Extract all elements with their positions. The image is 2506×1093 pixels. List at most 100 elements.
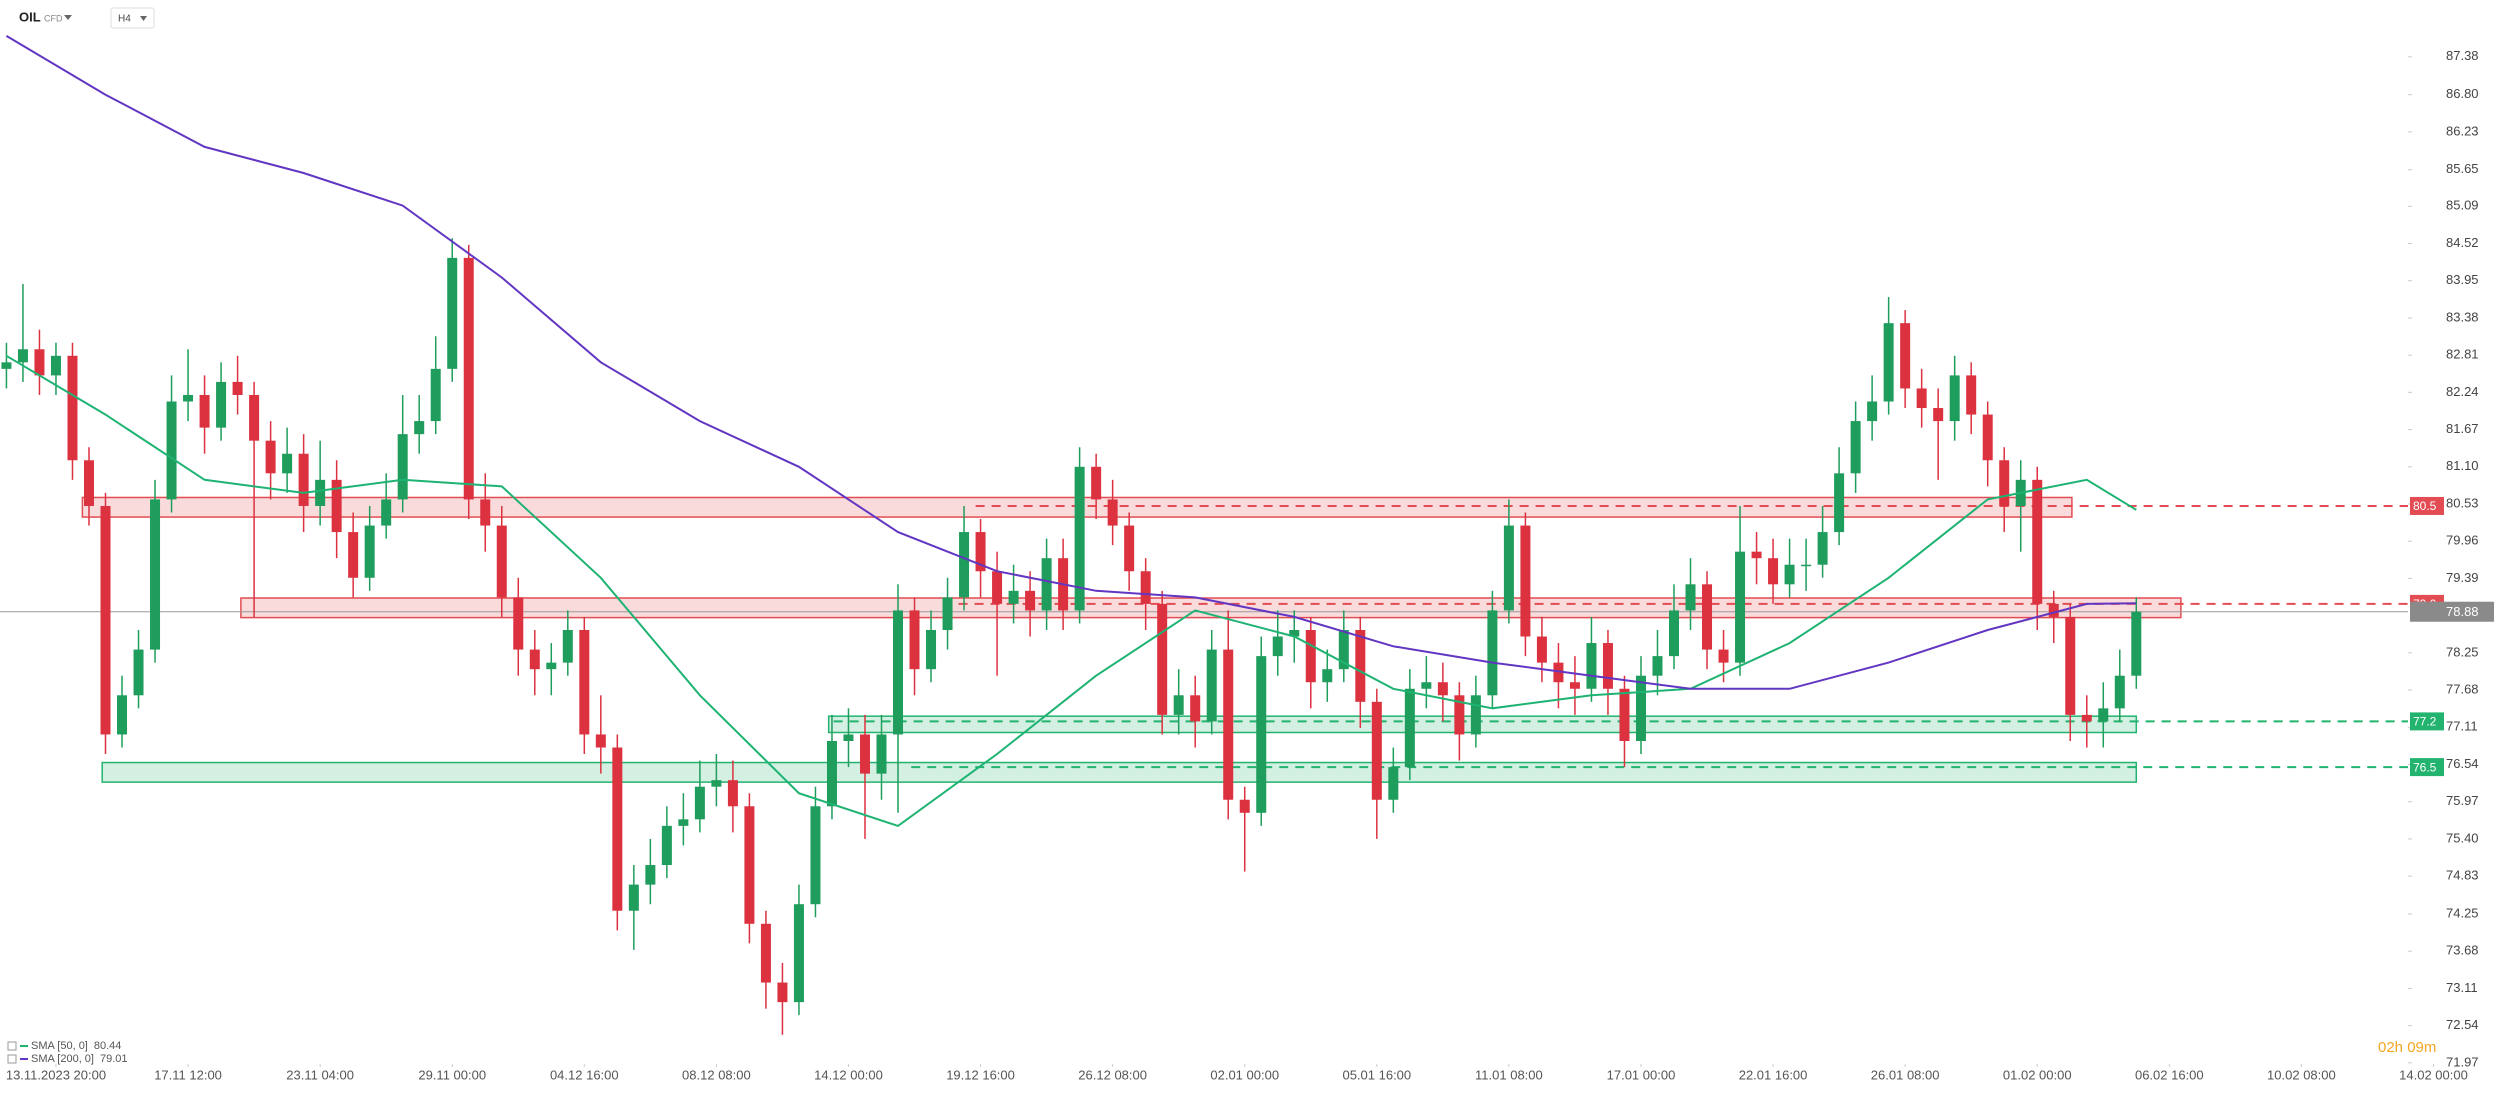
sma-line — [5, 354, 2137, 828]
candle-body — [1768, 558, 1779, 585]
x-tick-label: 06.02 16:00 — [2135, 1067, 2204, 1082]
x-tick-label: 11.01 08:00 — [1475, 1067, 1543, 1082]
candle-body — [2032, 479, 2043, 604]
symbol[interactable]: OIL — [19, 9, 41, 24]
y-tick-label: 80.53 — [2446, 495, 2479, 510]
legend-icon — [7, 1054, 17, 1064]
candle-body — [760, 923, 771, 983]
candle-body — [1834, 473, 1845, 533]
level-label: 80.5 — [2413, 499, 2437, 513]
x-tick-label: 02.01 00:00 — [1210, 1067, 1279, 1082]
candle-body — [793, 904, 804, 1003]
candle-body — [595, 734, 606, 748]
candle-body — [117, 695, 128, 735]
y-tick-label: 81.67 — [2446, 421, 2479, 436]
candle-body — [1338, 630, 1349, 670]
legend-name: SMA [50, 0] — [31, 1040, 88, 1052]
legend-name: SMA [200, 0] — [31, 1053, 94, 1065]
candle-body — [2098, 708, 2109, 722]
candle-body — [1503, 525, 1514, 611]
candle-body — [1421, 682, 1432, 689]
sma-line — [5, 35, 2137, 690]
x-tick-label: 17.01 00:00 — [1607, 1067, 1676, 1082]
instrument-type: CFD — [44, 13, 63, 23]
x-tick-label: 05.01 16:00 — [1342, 1067, 1411, 1082]
candle-body — [992, 571, 1003, 604]
candle-body — [100, 505, 111, 735]
candle-body — [678, 819, 689, 826]
x-tick-label: 04.12 16:00 — [550, 1067, 619, 1082]
candle-body — [216, 381, 227, 428]
interval-dropdown[interactable] — [140, 16, 147, 21]
last-price-tag — [2410, 601, 2494, 622]
candle-body — [1586, 643, 1597, 689]
x-tick-label: 26.01 08:00 — [1871, 1067, 1940, 1082]
candle-body — [1966, 375, 1977, 415]
x-tick-label: 26.12 08:00 — [1078, 1067, 1147, 1082]
candle-body — [1091, 466, 1102, 500]
candle-body — [826, 740, 837, 807]
candle-body — [1107, 499, 1118, 526]
y-tick-label: 72.54 — [2446, 1017, 2479, 1032]
candle-body — [1256, 656, 1267, 813]
candle-body — [183, 394, 194, 402]
candle-body — [1157, 603, 1168, 715]
candle-body — [909, 610, 920, 670]
y-tick-label: 78.25 — [2446, 644, 2479, 659]
zone — [827, 715, 2138, 734]
candle-body — [876, 734, 887, 774]
candle-body — [480, 499, 491, 526]
candle-body — [315, 479, 326, 506]
y-tick-label: 75.40 — [2446, 830, 2479, 845]
candle-body — [1223, 649, 1234, 800]
candle-body — [1008, 590, 1019, 604]
plot — [0, 35, 2408, 1035]
candle-body — [199, 394, 210, 428]
candle-body — [381, 499, 392, 526]
y-tick-label: 79.39 — [2446, 570, 2479, 585]
candle-body — [1933, 408, 1944, 422]
y-tick-label: 86.23 — [2446, 123, 2479, 138]
candle-body — [1635, 675, 1646, 741]
candle-body — [265, 440, 276, 474]
interval-selector[interactable] — [110, 7, 155, 29]
candle-body — [1025, 590, 1036, 611]
candle-body — [83, 460, 94, 506]
y-tick-label: 73.11 — [2446, 980, 2478, 995]
candle-body — [859, 734, 870, 774]
candle-body — [546, 662, 557, 670]
y-tick-label: 83.38 — [2446, 309, 2479, 324]
y-tick-label: 85.09 — [2446, 198, 2479, 213]
x-tick-label: 14.02 00:00 — [2399, 1067, 2468, 1082]
candle-body — [1784, 564, 1795, 585]
candle-body — [1190, 695, 1201, 722]
candle-body — [348, 532, 359, 578]
candle-body — [1487, 610, 1498, 696]
candle-body — [1801, 564, 1812, 567]
y-tick-label: 87.38 — [2446, 48, 2479, 63]
candle-body — [694, 786, 705, 820]
candle-body — [975, 532, 986, 572]
candle-body — [1437, 682, 1448, 696]
candle-body — [166, 401, 177, 500]
y-tick-label: 74.83 — [2446, 868, 2479, 883]
candle-body — [463, 257, 474, 500]
interval: H4 — [118, 14, 131, 25]
candle-body — [1239, 799, 1250, 813]
candle-body — [133, 649, 144, 696]
legend-icon — [7, 1041, 17, 1051]
candle-body — [893, 610, 904, 735]
symbol-dropdown[interactable] — [64, 15, 72, 20]
candle-body — [579, 630, 590, 735]
x-tick-label: 23.11 04:00 — [286, 1067, 354, 1082]
candle-body — [150, 499, 161, 650]
candle-body — [1074, 466, 1085, 611]
legend-value: 79.01 — [100, 1053, 128, 1065]
candle-body — [364, 525, 375, 578]
candle-body — [513, 597, 524, 650]
candle-body — [1982, 414, 1993, 461]
candle-body — [1718, 649, 1729, 663]
y-tick-label: 82.81 — [2446, 347, 2479, 362]
